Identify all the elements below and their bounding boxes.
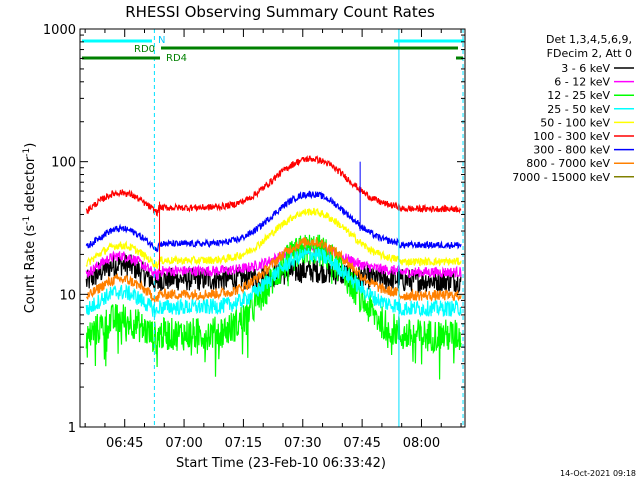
x-tick-label-3: 07:30 bbox=[284, 436, 321, 451]
night-bar-label: N bbox=[158, 35, 165, 46]
y-tick-label-1: 10 bbox=[59, 288, 76, 303]
y-tick-label-0: 1 bbox=[68, 421, 76, 436]
x-tick-label-2: 07:15 bbox=[225, 436, 262, 451]
x-tick-label-4: 07:45 bbox=[343, 436, 380, 451]
legend-label-7: 800 - 7000 keV bbox=[526, 157, 610, 170]
legend-label-2: 12 - 25 keV bbox=[547, 89, 610, 102]
legend: Det 1,3,4,5,6,9,FDecim 2, Att 0 3 - 6 keV… bbox=[512, 33, 634, 184]
legend-header-1: FDecim 2, Att 0 bbox=[547, 47, 632, 60]
y-axis-title-end: ) bbox=[23, 143, 38, 148]
y-axis-title-main: Count Rate (s bbox=[23, 225, 38, 314]
y-axis-title-mid: detector bbox=[23, 156, 38, 216]
y-axis-title-sup2: -1 bbox=[22, 148, 32, 157]
legend-header-0: Det 1,3,4,5,6,9, bbox=[546, 33, 632, 46]
rd4-label: RD4 bbox=[166, 53, 187, 64]
x-tick-label-1: 07:00 bbox=[165, 436, 202, 451]
legend-label-1: 6 - 12 keV bbox=[554, 76, 610, 89]
legend-label-8: 7000 - 15000 keV bbox=[512, 171, 610, 184]
legend-label-3: 25 - 50 keV bbox=[547, 103, 610, 116]
chart-title: RHESSI Observing Summary Count Rates bbox=[125, 3, 435, 21]
legend-label-4: 50 - 100 keV bbox=[540, 116, 610, 129]
x-tick-label-5: 08:00 bbox=[403, 436, 440, 451]
y-axis: 1 10 100 1000 bbox=[43, 23, 465, 436]
legend-label-0: 3 - 6 keV bbox=[561, 62, 610, 75]
x-axis-title: Start Time (23-Feb-10 06:33:42) bbox=[176, 456, 386, 471]
x-axis: 06:45 07:00 07:15 07:30 07:45 08:00 bbox=[84, 29, 462, 451]
y-axis-title-sup1: -1 bbox=[22, 216, 32, 225]
y-axis-title: Count Rate (s-1 detector-1) bbox=[22, 143, 38, 314]
timestamp-stamp: 14-Oct-2021 09:18 bbox=[560, 469, 636, 478]
y-tick-label-3: 1000 bbox=[43, 23, 76, 38]
plot-frame bbox=[79, 28, 466, 428]
y-tick-label-2: 100 bbox=[51, 156, 76, 171]
legend-label-6: 300 - 800 keV bbox=[533, 144, 610, 157]
x-tick-label-0: 06:45 bbox=[106, 436, 143, 451]
legend-label-5: 100 - 300 keV bbox=[533, 130, 610, 143]
rd0-label: RD0 bbox=[134, 44, 155, 55]
